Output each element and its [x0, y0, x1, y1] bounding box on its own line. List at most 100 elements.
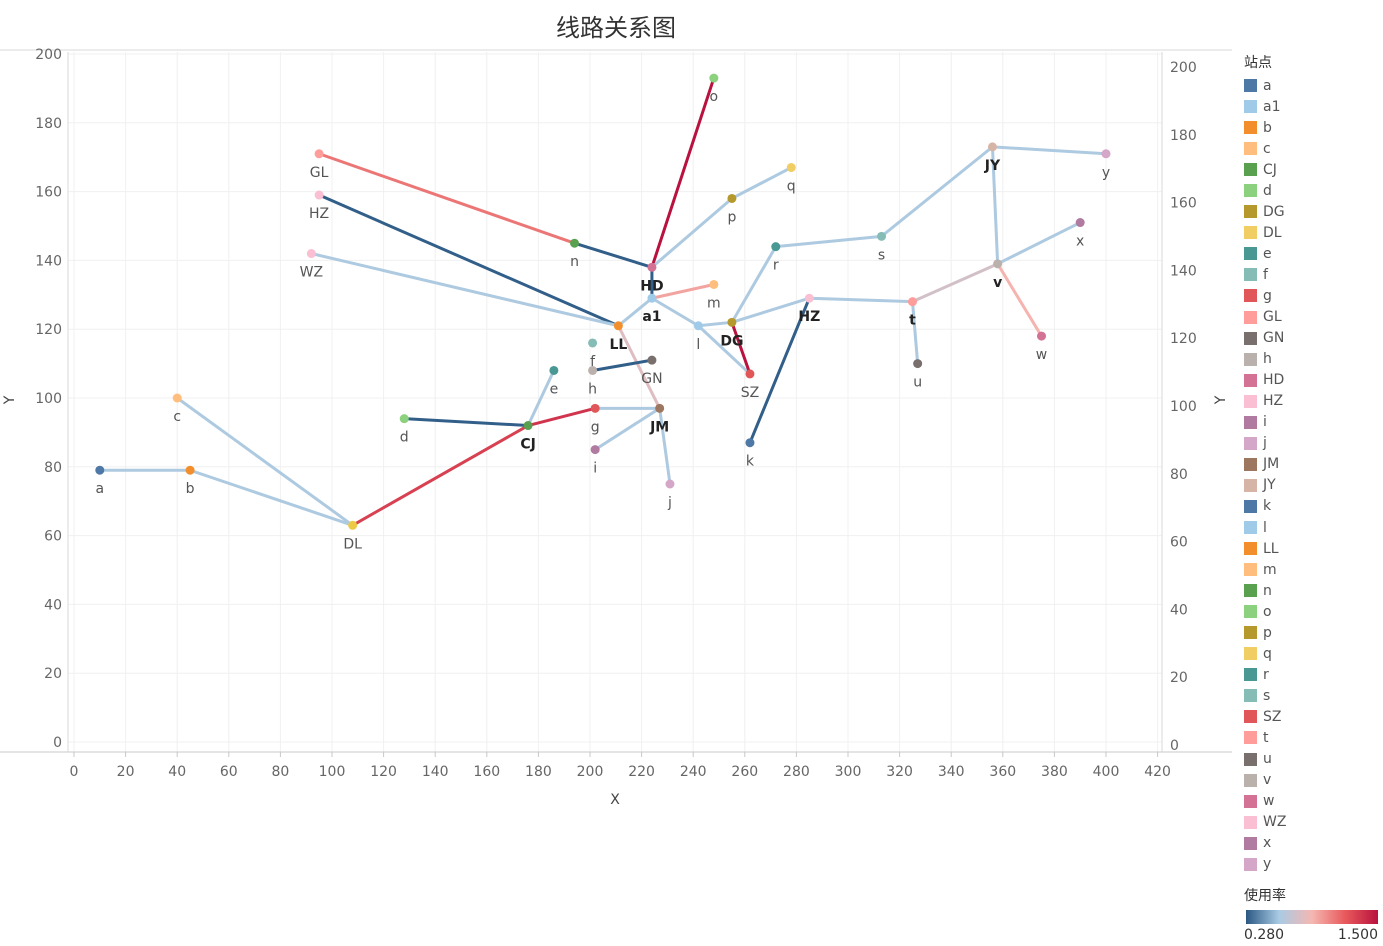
legend-swatch	[1244, 731, 1257, 745]
station-label: b	[186, 481, 195, 497]
legend-item[interactable]: WZ	[1244, 812, 1380, 833]
legend-item[interactable]: g	[1244, 285, 1380, 306]
x-tick-label: 60	[220, 764, 238, 780]
station-label: t	[909, 313, 916, 329]
legend-item[interactable]: k	[1244, 496, 1380, 517]
station-point	[523, 421, 533, 431]
station-label: w	[1036, 347, 1047, 363]
legend-item[interactable]: HZ	[1244, 391, 1380, 412]
legend-item[interactable]: e	[1244, 243, 1380, 264]
station-point	[314, 190, 324, 200]
legend-swatch	[1244, 268, 1257, 282]
legend-swatch	[1244, 352, 1257, 366]
legend-item[interactable]: o	[1244, 601, 1380, 622]
station-label: f	[590, 354, 596, 370]
legend-item[interactable]: f	[1244, 264, 1380, 285]
legend-item[interactable]: DG	[1244, 201, 1380, 222]
station-label: r	[773, 258, 779, 274]
y-axis-title-left: Y	[2, 395, 18, 405]
legend-swatch	[1244, 394, 1257, 408]
legend-item[interactable]: JM	[1244, 454, 1380, 475]
route-link	[591, 358, 654, 372]
route-link	[650, 282, 716, 300]
legend-swatch	[1244, 184, 1257, 198]
legend-item[interactable]: m	[1244, 559, 1380, 580]
legend-item[interactable]: GN	[1244, 328, 1380, 349]
legend-swatch	[1244, 605, 1257, 619]
legend-item[interactable]: JY	[1244, 475, 1380, 496]
legend-item[interactable]: j	[1244, 433, 1380, 454]
legend-label: b	[1263, 119, 1272, 136]
legend-label: i	[1263, 414, 1267, 431]
legend-item[interactable]: HD	[1244, 370, 1380, 391]
legend-item[interactable]: r	[1244, 664, 1380, 685]
station-label: GL	[310, 165, 329, 181]
usage-min-label: 0.280	[1244, 927, 1285, 943]
legend-swatch	[1244, 626, 1257, 640]
legend-item[interactable]: y	[1244, 854, 1380, 875]
route-link	[990, 145, 1108, 156]
station-label: HZ	[798, 309, 820, 325]
legend-item[interactable]: d	[1244, 180, 1380, 201]
legend-swatch	[1244, 436, 1257, 450]
station-point	[745, 438, 755, 448]
legend-swatch	[1244, 542, 1257, 556]
station-point	[588, 338, 598, 348]
legend-item[interactable]: SZ	[1244, 706, 1380, 727]
point-layer	[95, 73, 1111, 530]
route-link	[911, 300, 920, 366]
legend-label: CJ	[1263, 161, 1277, 178]
legend-label: w	[1263, 793, 1275, 810]
legend-label: HD	[1263, 372, 1285, 389]
legend-item[interactable]: c	[1244, 138, 1380, 159]
legend-item[interactable]: CJ	[1244, 159, 1380, 180]
station-label: JY	[984, 158, 1001, 174]
x-tick-label: 100	[319, 764, 346, 780]
legend-item[interactable]: b	[1244, 117, 1380, 138]
axis-layer: 0 20 40 60 80 100 120 140 160 180 200 220 240 260 280 3…	[0, 47, 1232, 808]
station-label: HZ	[309, 206, 329, 222]
station-label: x	[1076, 234, 1084, 250]
legend-item[interactable]: h	[1244, 349, 1380, 370]
station-label: k	[746, 454, 755, 470]
legend-item[interactable]: x	[1244, 833, 1380, 854]
label-layer: a b c DL d CJ e g i JM j h GN f LL a1 HD l m DG SZ k n o p q r s HZ t…	[96, 89, 1111, 552]
station-legend: 站点 a a1 b c CJ d DG DL e f g GL GN h HD HZ i j JM JY k l LL m n o…	[1244, 52, 1380, 875]
legend-item[interactable]: s	[1244, 685, 1380, 706]
legend-item[interactable]: a1	[1244, 96, 1380, 117]
legend-item[interactable]: q	[1244, 643, 1380, 664]
legend-swatch	[1244, 752, 1257, 766]
legend-item[interactable]: DL	[1244, 222, 1380, 243]
legend-item[interactable]: LL	[1244, 538, 1380, 559]
legend-item[interactable]: i	[1244, 412, 1380, 433]
legend-label: LL	[1263, 540, 1279, 557]
legend-item[interactable]: v	[1244, 770, 1380, 791]
legend-item[interactable]: w	[1244, 791, 1380, 812]
x-tick-label: 120	[370, 764, 397, 780]
legend-swatch	[1244, 415, 1257, 429]
legend-item[interactable]: u	[1244, 749, 1380, 770]
station-label: c	[173, 409, 181, 425]
y-tick-label-left: 80	[44, 460, 62, 476]
legend-label: c	[1263, 140, 1271, 157]
y-tick-label-right: 120	[1170, 331, 1197, 347]
legend-label: DL	[1263, 224, 1282, 241]
legend-item[interactable]: a	[1244, 75, 1380, 96]
route-link	[748, 296, 811, 445]
route-link	[990, 145, 1000, 266]
legend-item[interactable]: t	[1244, 727, 1380, 748]
route-link	[880, 145, 994, 238]
legend-item[interactable]: l	[1244, 517, 1380, 538]
legend-label: p	[1263, 624, 1272, 641]
route-link	[616, 296, 654, 328]
legend-item[interactable]: GL	[1244, 307, 1380, 328]
station-point	[727, 317, 737, 327]
legend-swatch	[1244, 100, 1257, 114]
legend-label: g	[1263, 287, 1272, 304]
legend-item[interactable]: n	[1244, 580, 1380, 601]
legend-item[interactable]: p	[1244, 622, 1380, 643]
legend-label: r	[1263, 666, 1269, 683]
y-axis-title-right: Y	[1213, 395, 1229, 405]
x-tick-label: 260	[731, 764, 758, 780]
station-point	[647, 262, 657, 272]
